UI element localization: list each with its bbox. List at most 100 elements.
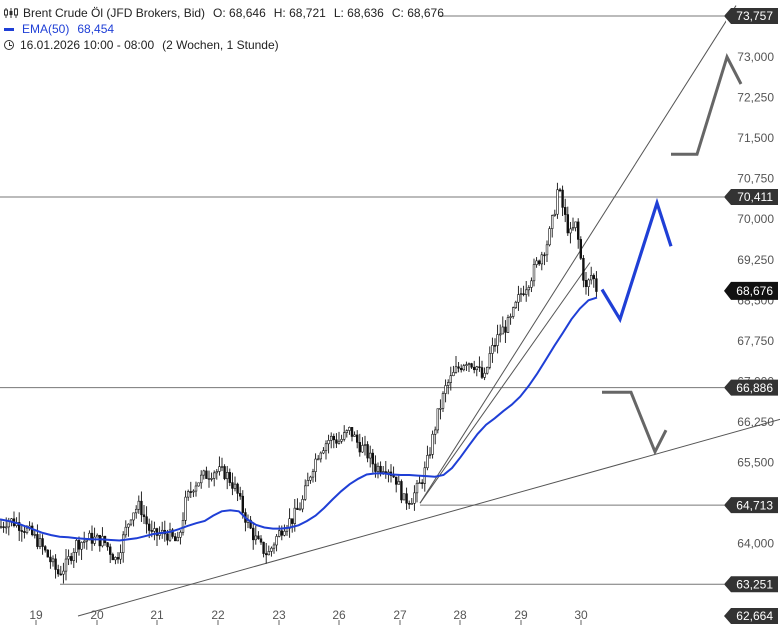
candle-body bbox=[483, 372, 486, 378]
candle-body bbox=[340, 438, 343, 442]
candle-body bbox=[101, 535, 104, 547]
candle-body bbox=[467, 363, 471, 365]
candle-body bbox=[415, 482, 419, 494]
candle-body bbox=[262, 541, 265, 554]
candlestick-icon bbox=[4, 7, 18, 19]
candle-body bbox=[558, 189, 562, 192]
y-tick-label: 64,000 bbox=[737, 537, 774, 551]
trendlines bbox=[77, 5, 780, 617]
candle-body bbox=[418, 482, 421, 484]
y-tick-label: 69,250 bbox=[737, 253, 774, 267]
y-tick-label: 70,000 bbox=[737, 212, 774, 226]
channel-upper-trendline bbox=[419, 5, 737, 504]
candle-body bbox=[345, 430, 348, 433]
y-tick-label: 70,750 bbox=[737, 172, 774, 186]
candle-body bbox=[25, 527, 29, 533]
candle-body bbox=[501, 326, 504, 335]
candle-body bbox=[228, 472, 231, 483]
candle-body bbox=[496, 334, 499, 346]
candle-body bbox=[184, 496, 187, 521]
candle-body bbox=[537, 260, 541, 265]
ema-swatch bbox=[4, 27, 14, 31]
candle-body bbox=[64, 558, 68, 572]
candle-body bbox=[397, 481, 400, 485]
candle-body bbox=[200, 474, 203, 484]
candle-body bbox=[488, 353, 491, 368]
candle-body bbox=[319, 452, 322, 460]
candle-body bbox=[493, 345, 497, 347]
candle-body bbox=[420, 482, 424, 484]
candle-body bbox=[226, 472, 229, 480]
candle-body bbox=[553, 213, 557, 216]
candle-body bbox=[106, 542, 109, 548]
candle-body bbox=[587, 279, 590, 288]
candle-body bbox=[454, 366, 458, 373]
candle-body bbox=[342, 432, 346, 440]
candle-body bbox=[485, 366, 489, 374]
candle-body bbox=[322, 450, 325, 454]
candle-body bbox=[132, 512, 135, 521]
candle-body bbox=[392, 475, 395, 478]
candle-body bbox=[75, 540, 78, 553]
candle-body bbox=[589, 275, 593, 281]
candle-body bbox=[457, 366, 460, 369]
candle-body bbox=[290, 518, 294, 524]
price-level-tag-label: 70,411 bbox=[737, 190, 773, 204]
candle-body bbox=[171, 529, 174, 537]
candle-body bbox=[410, 503, 413, 505]
candle-body bbox=[309, 476, 312, 481]
price-level-tag-label: 64,713 bbox=[736, 498, 773, 512]
candle-body bbox=[140, 500, 143, 516]
x-tick-label: 20 bbox=[90, 608, 104, 622]
candle-body bbox=[267, 551, 270, 556]
open-value: O: 68,646 bbox=[213, 6, 266, 20]
candle-body bbox=[431, 433, 434, 455]
candle-body bbox=[459, 367, 463, 371]
candle-body bbox=[236, 483, 239, 494]
candle-body bbox=[85, 539, 89, 542]
candle-body bbox=[124, 526, 128, 536]
x-tick-label: 27 bbox=[393, 608, 407, 622]
candle-body bbox=[192, 490, 195, 493]
candle-body bbox=[181, 520, 185, 533]
candle-body bbox=[361, 445, 364, 453]
candle-body bbox=[111, 554, 115, 561]
candle-body bbox=[506, 317, 510, 333]
current-price-tag-label: 68,676 bbox=[736, 284, 773, 298]
x-tick-label: 19 bbox=[29, 608, 43, 622]
price-level-tag-bg bbox=[724, 608, 778, 624]
candle-body bbox=[522, 293, 525, 295]
y-tick-label: 67,750 bbox=[737, 334, 774, 348]
candle-body bbox=[239, 493, 242, 497]
candle-body bbox=[67, 556, 70, 560]
candle-body bbox=[46, 549, 50, 558]
candle-body bbox=[316, 458, 320, 461]
candle-body bbox=[413, 492, 416, 504]
candle-body bbox=[387, 471, 390, 474]
candle-body bbox=[579, 239, 583, 259]
candle-body bbox=[233, 483, 237, 489]
candle-body bbox=[465, 364, 468, 366]
projection-grey-down-arrow bbox=[602, 390, 668, 456]
candle-body bbox=[249, 519, 252, 529]
candle-body bbox=[504, 326, 507, 333]
candle-body bbox=[56, 569, 60, 575]
candle-body bbox=[155, 528, 159, 536]
candle-body bbox=[23, 531, 26, 533]
candle-body bbox=[303, 485, 307, 500]
candlestick-series bbox=[0, 182, 598, 584]
legend-instrument-row: Brent Crude Öl (JFD Brokers, Bid) O: 68,… bbox=[4, 5, 444, 21]
candle-body bbox=[207, 478, 211, 480]
candle-body bbox=[514, 301, 518, 308]
candle-body bbox=[109, 546, 112, 555]
candle-body bbox=[527, 287, 531, 291]
candle-body bbox=[475, 366, 478, 371]
candle-body bbox=[116, 557, 120, 560]
candle-body bbox=[254, 535, 257, 541]
candle-body bbox=[296, 507, 299, 510]
legend-ema-row: EMA(50) 68,454 bbox=[4, 21, 444, 37]
chart-legend: Brent Crude Öl (JFD Brokers, Bid) O: 68,… bbox=[4, 5, 444, 53]
candle-body bbox=[556, 189, 559, 215]
candle-body bbox=[77, 540, 81, 550]
